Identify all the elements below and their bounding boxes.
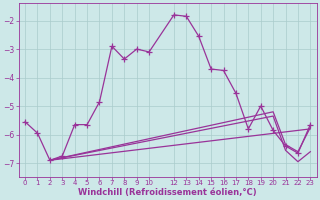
- X-axis label: Windchill (Refroidissement éolien,°C): Windchill (Refroidissement éolien,°C): [78, 188, 257, 197]
